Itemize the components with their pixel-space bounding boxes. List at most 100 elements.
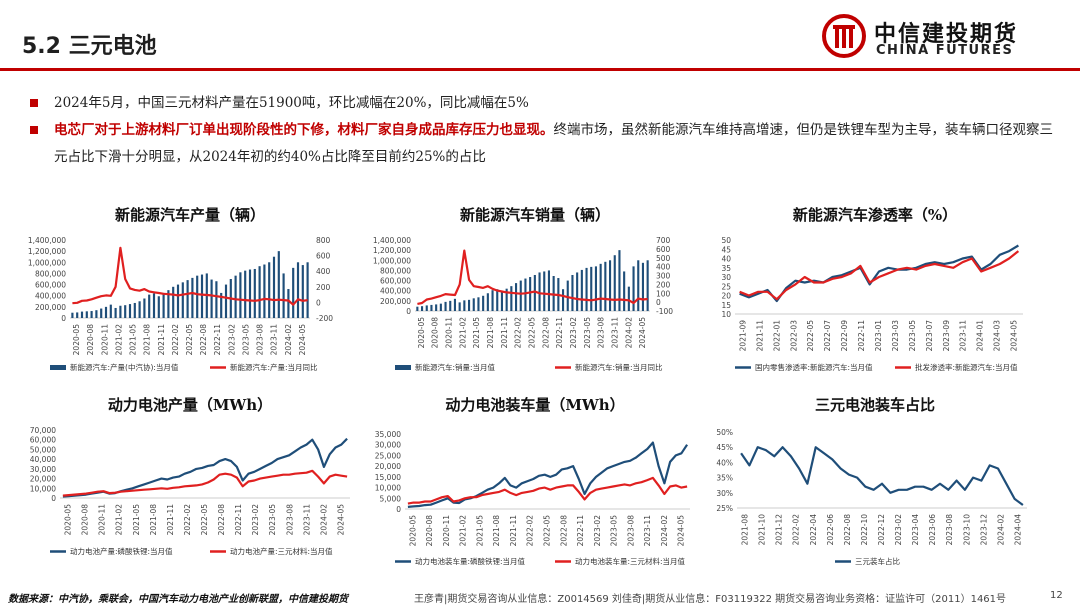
x-tick-label: 2021-05 <box>129 324 138 356</box>
x-tick-label: 2022-08 <box>541 317 550 349</box>
x-tick-label: 2021-08 <box>741 514 750 546</box>
x-tick-label: 2021-08 <box>149 504 158 536</box>
y-tick-label: 0 <box>406 307 411 316</box>
bar <box>496 289 499 311</box>
bar <box>449 300 452 311</box>
legend-label: 动力电池装车量:磷酸铁锂:当月值 <box>415 556 526 566</box>
bar <box>420 306 424 311</box>
y2-tick-label: 0 <box>656 298 661 307</box>
y2-tick-label: 600 <box>316 252 331 261</box>
bar <box>604 261 607 311</box>
x-tick-label: 2024-05 <box>677 515 686 547</box>
bar <box>477 297 480 311</box>
bullet-square-icon <box>30 126 38 134</box>
y2-tick-label: 400 <box>316 267 331 276</box>
x-tick-label: 2020-08 <box>86 324 95 356</box>
bar <box>547 270 551 311</box>
series-line <box>72 246 308 306</box>
x-tick-label: 2023-01 <box>874 320 883 352</box>
bar <box>510 286 513 311</box>
legend-label: 新能源汽车:销量:当月同比 <box>575 362 663 372</box>
bar <box>124 305 127 318</box>
x-tick-label: 2020-05 <box>64 504 73 536</box>
y-tick-label: 60,000 <box>30 436 56 445</box>
y-tick-label: 10,000 <box>375 484 401 493</box>
x-tick-label: 2024-04 <box>1013 514 1022 546</box>
x-tick-label: 2020-05 <box>408 515 417 547</box>
y-tick-label: 45 <box>721 245 731 254</box>
y2-tick-label: 600 <box>656 245 671 254</box>
bar <box>453 298 457 311</box>
x-tick-label: 2020-11 <box>98 504 107 536</box>
bar <box>430 304 433 311</box>
bar <box>234 275 237 318</box>
bar <box>104 306 108 318</box>
x-tick-label: 2022-11 <box>576 515 585 547</box>
x-tick-label: 2021-05 <box>132 504 141 536</box>
chart-ternary-share: 三元电池装车占比 25% 30% 35% 40% 45% 50% 2021-08 2021-10… <box>705 386 1045 581</box>
chart-nev-production: 新能源汽车产量（辆） 0 200,000 400,000 600,000 800,000 1… <box>20 196 360 386</box>
x-tick-label: 2023-10 <box>962 514 971 546</box>
x-tick-label: 2024-01 <box>976 320 985 352</box>
bar <box>482 295 485 311</box>
logo-text-en: CHINA FUTURES <box>876 43 1014 58</box>
y-tick-label: 35 <box>721 264 731 273</box>
bullet-item: 电芯厂对于上游材料厂订单出现阶段性的下修，材料厂家自身成品库存压力也显现。终端市… <box>28 117 1058 171</box>
x-tick-label: 2023-04 <box>911 514 920 546</box>
series-line <box>417 249 648 305</box>
x-tick-label: 2022-05 <box>528 317 537 349</box>
y-tick-label: 25,000 <box>375 451 401 460</box>
x-tick-label: 2024-02 <box>319 504 328 536</box>
chart-nev-penetration: 新能源汽车渗透率（%） 10 15 20 25 30 35 40 45 50 2021-09 2021… <box>705 196 1045 386</box>
x-tick-label: 2024-03 <box>993 320 1002 352</box>
bar <box>215 281 218 318</box>
x-tick-label: 2023-08 <box>256 324 265 356</box>
bar <box>623 271 626 311</box>
x-tick-label: 2021-11 <box>509 515 518 547</box>
x-tick-label: 2022-11 <box>555 317 564 349</box>
legend-label: 新能源汽车:产量(中汽协):当月值 <box>70 362 179 372</box>
x-tick-label: 2022-08 <box>559 515 568 547</box>
y-tick-label: 20 <box>721 292 731 301</box>
bar <box>282 273 285 318</box>
x-tick-label: 2023-05 <box>610 515 619 547</box>
chart-title: 动力电池装车量（MWh） <box>445 396 624 414</box>
x-tick-label: 2020-08 <box>431 317 440 349</box>
x-tick-label: 2024-05 <box>336 504 345 536</box>
bar <box>109 304 112 318</box>
x-tick-label: 2023-12 <box>979 514 988 546</box>
bar <box>491 290 494 311</box>
bar <box>435 304 438 311</box>
chart-nev-sales: 新能源汽车销量（辆） 0 200,000 400,000 600,000 800,000 1… <box>365 196 705 386</box>
page-number: 12 <box>1050 590 1063 601</box>
y2-tick-label: 100 <box>656 289 671 298</box>
y-tick-label: 0 <box>51 494 56 503</box>
x-tick-label: 2023-11 <box>959 320 968 352</box>
chart-battery-production: 动力电池产量（MWh） 0 10,000 20,000 30,000 40,000 50,0… <box>20 386 360 581</box>
bar <box>162 292 165 318</box>
x-tick-label: 2020-08 <box>425 515 434 547</box>
legend-label: 国内零售渗透率:新能源汽车:当月值 <box>755 362 873 372</box>
bar <box>258 266 261 318</box>
y-tick-label: 40 <box>721 255 731 264</box>
x-tick-label: 2022-02 <box>171 324 180 356</box>
y-tick-label: 0 <box>61 314 66 323</box>
bar <box>486 293 489 311</box>
chart-battery-installation: 动力电池装车量（MWh） 0 5,000 10,000 15,000 20,000 25,0… <box>365 386 705 581</box>
x-tick-label: 2023-02 <box>227 324 236 356</box>
bar <box>514 283 518 311</box>
legend-label: 三元装车占比 <box>855 556 900 566</box>
y-tick-label: 800,000 <box>35 269 66 278</box>
bar <box>599 263 602 311</box>
x-tick-label: 2023-08 <box>597 317 606 349</box>
chart-title: 新能源汽车销量（辆） <box>460 206 610 224</box>
y-tick-label: 50,000 <box>30 445 56 454</box>
series-line <box>740 446 1024 506</box>
x-tick-label: 2023-02 <box>251 504 260 536</box>
x-tick-label: 2023-02 <box>593 515 602 547</box>
header-divider <box>0 68 1080 71</box>
bar <box>71 312 74 318</box>
x-tick-label: 2022-12 <box>877 514 886 546</box>
bar <box>90 311 93 318</box>
bar <box>186 280 189 318</box>
